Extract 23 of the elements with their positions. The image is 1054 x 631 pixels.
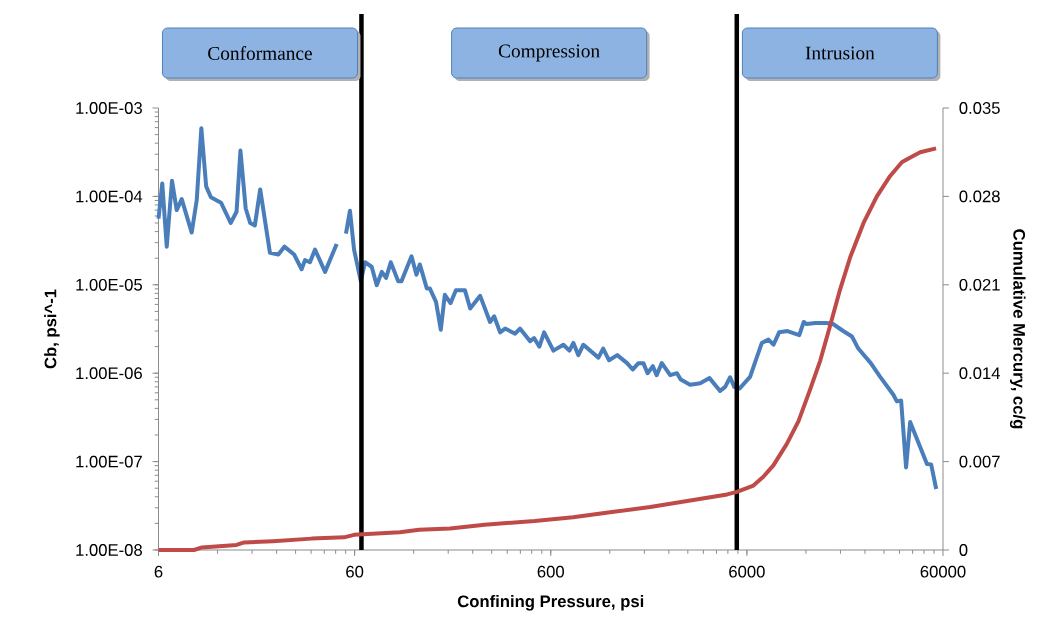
x-tick-label: 60: [346, 565, 364, 578]
y-tick-label: 1.00E-08: [76, 544, 142, 556]
y-axis-title: Cb, psi^-1: [44, 289, 60, 369]
y2-tick-label: 0.035: [959, 102, 1000, 114]
text: Conformance: [208, 46, 312, 60]
y-tick-label: 1.00E-06: [76, 367, 142, 380]
x-tick-label: 60000: [920, 565, 966, 578]
y2-tick-label: 0: [959, 544, 968, 556]
y2-axis-title: Cumulative Mercury, cc/g: [1009, 229, 1026, 429]
x-tick-label: 6000: [729, 565, 765, 578]
y-tick-label: 1.00E-07: [76, 455, 142, 468]
x-axis-title: Confining Pressure, psi: [457, 594, 644, 611]
y2-tick-label: 0.014: [959, 367, 1001, 380]
y-tick-label: 1.00E-04: [76, 190, 143, 203]
x-tick-label: 600: [537, 565, 564, 578]
y2-tick-label: 0.028: [959, 190, 1000, 203]
y2-tick-label: 0.007: [959, 455, 1000, 468]
y-tick-label: 1.00E-05: [76, 278, 143, 291]
text: Compression: [498, 44, 600, 62]
x-tick-label: 6: [154, 565, 163, 578]
y-tick-label: 1.00E-03: [76, 102, 142, 114]
text: Intrusion: [805, 46, 875, 60]
y2-tick-label: 0.021: [959, 278, 1000, 291]
